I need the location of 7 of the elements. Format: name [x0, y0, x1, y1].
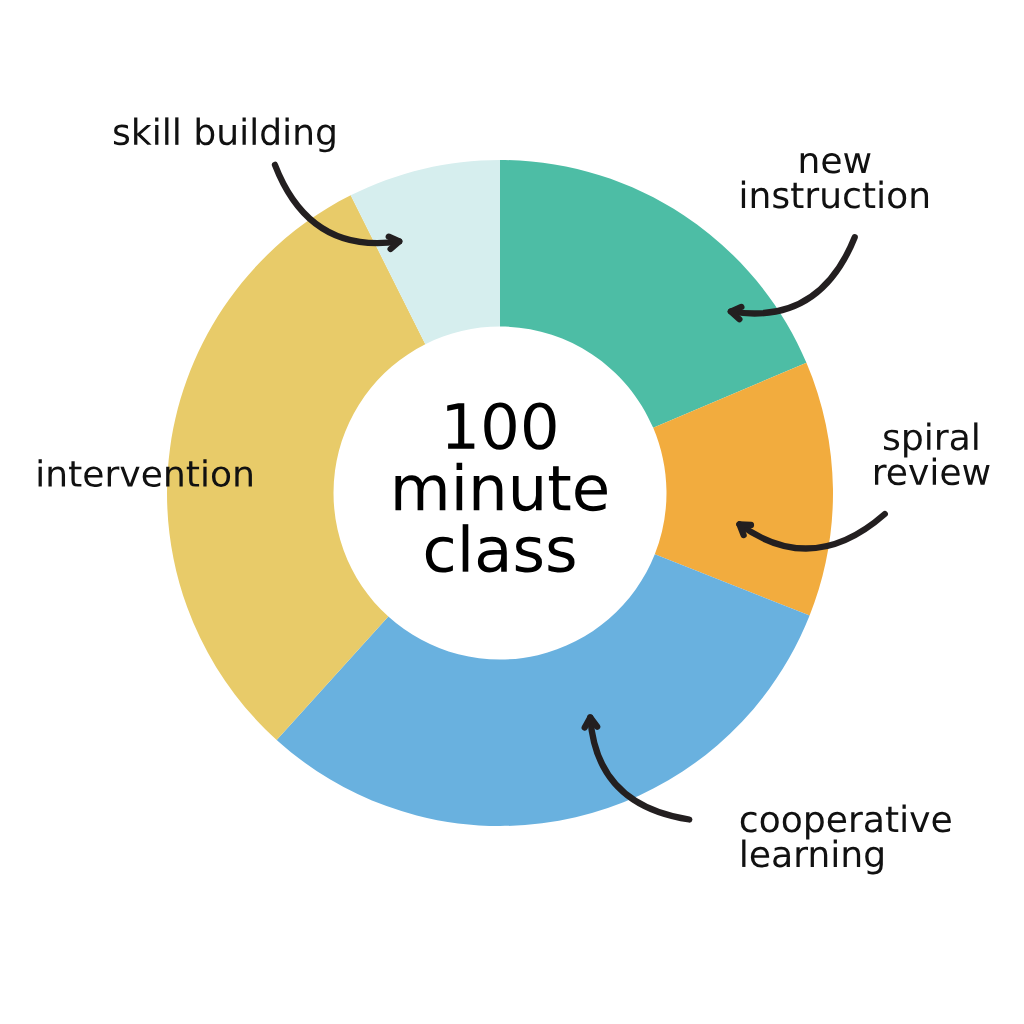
donut-slice	[350, 160, 500, 345]
donut-slice	[653, 362, 833, 616]
slice-label: new instruction	[741, 152, 929, 209]
text: 100 minute class	[395, 402, 607, 573]
slice-label: spiral review	[875, 422, 990, 486]
slice-label: cooperative learning	[740, 804, 951, 875]
slice-label: skill building	[113, 117, 335, 153]
